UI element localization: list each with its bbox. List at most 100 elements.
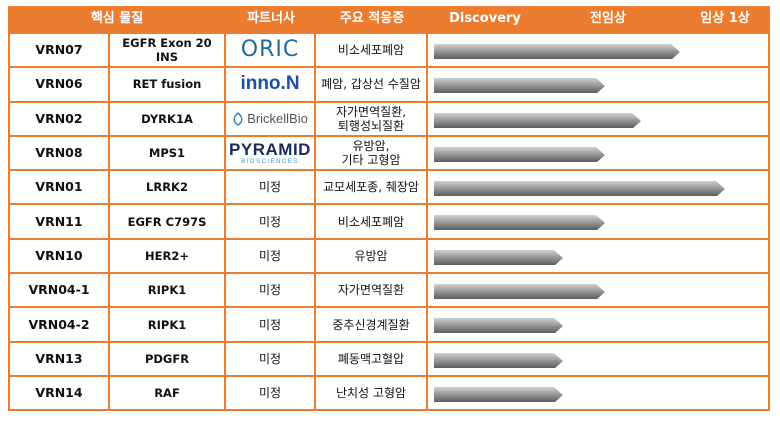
stage-cell: [428, 376, 770, 410]
brickellbio-label: BrickellBio: [247, 110, 308, 126]
stage-cell: [428, 342, 770, 375]
substance-code: VRN08: [8, 136, 110, 170]
indication: 폐동맥고혈압: [316, 342, 428, 375]
table-row: VRN10 HER2+ 미정 유방암: [8, 239, 770, 275]
pyramid-label: PYRAMID: [229, 140, 311, 160]
oric-logo: ORIC: [240, 37, 300, 63]
table-row: VRN08 MPS1 PYRAMID BIOSCIENCES 유방암, 기타 고형암: [8, 136, 770, 172]
progress-bar: [434, 318, 563, 334]
substance-code: VRN13: [8, 342, 110, 375]
target-name: RIPK1: [110, 274, 226, 307]
table-row: VRN04-1 RIPK1 미정 자가면역질환: [8, 274, 770, 309]
header-stage-discovery: Discovery: [449, 11, 521, 26]
progress-arrow: [434, 44, 680, 59]
partner-cell: ORIC: [226, 34, 316, 67]
partner-cell: 미정: [226, 239, 316, 273]
progress-arrow: [434, 215, 605, 231]
partner-cell: 미정: [226, 205, 316, 238]
indication: 비소세포폐암: [316, 205, 428, 238]
table-row: VRN01 LRRK2 미정 교모세포종, 췌장암: [8, 171, 770, 206]
partner-cell: PYRAMID BIOSCIENCES: [226, 136, 316, 170]
table-row: VRN13 PDGFR 미정 폐동맥고혈압: [8, 342, 770, 377]
stage-cell: [428, 102, 770, 135]
progress-arrow: [434, 284, 605, 300]
table-row: VRN11 EGFR C797S 미정 비소세포폐암: [8, 205, 770, 240]
table-row: VRN04-2 RIPK1 미정 중추신경계질환: [8, 308, 770, 343]
header-stage-preclinical: 전임상: [590, 11, 626, 26]
partner-cell: 미정: [226, 342, 316, 375]
indication: 비소세포폐암: [316, 34, 428, 67]
progress-arrow: [434, 386, 563, 402]
substance-code: VRN11: [8, 205, 110, 238]
indication: 중추신경계질환: [316, 308, 428, 341]
partner-cell: inno.N: [226, 68, 316, 101]
indication: 자가면역질환, 퇴행성뇌질환: [316, 102, 428, 135]
target-name: DYRK1A: [110, 102, 226, 135]
substance-code: VRN04-2: [8, 308, 110, 341]
stage-cell: [428, 239, 770, 273]
progress-bar: [434, 215, 605, 231]
substance-code: VRN10: [8, 239, 110, 273]
substance-code: VRN06: [8, 68, 110, 101]
progress-arrow: [434, 112, 641, 128]
progress-arrow: [434, 146, 605, 162]
target-name: MPS1: [110, 136, 226, 170]
header-substance: 핵심 물질: [90, 11, 144, 26]
target-name: RET fusion: [110, 68, 226, 101]
progress-arrow: [434, 352, 563, 368]
stage-cell: [428, 68, 770, 101]
stage-cell: [428, 34, 770, 67]
stage-cell: [428, 205, 770, 238]
stage-cell: [428, 308, 770, 341]
target-name: RIPK1: [110, 308, 226, 341]
inno-n-logo: inno.N: [240, 73, 300, 95]
partner-cell: 미정: [226, 274, 316, 307]
progress-bar: [434, 181, 725, 197]
partner-cell: BrickellBio: [226, 102, 316, 135]
stage-cell: [428, 274, 770, 307]
indication: 유방암, 기타 고형암: [316, 136, 428, 170]
progress-bar: [434, 44, 680, 59]
progress-arrow: [434, 181, 725, 197]
target-name: PDGFR: [110, 342, 226, 375]
partner-cell: 미정: [226, 376, 316, 410]
progress-bar: [434, 284, 605, 300]
table-row: VRN06 RET fusion inno.N 폐암, 갑상선 수질암: [8, 68, 770, 103]
partner-cell: 미정: [226, 308, 316, 341]
header-indication: 주요 적응증: [339, 11, 405, 26]
target-name: EGFR Exon 20 INS: [110, 34, 226, 67]
indication: 유방암: [316, 239, 428, 273]
table-row: VRN14 RAF 미정 난치성 고형암: [8, 376, 770, 412]
pipeline-table: VRN07 EGFR Exon 20 INS ORIC 비소세포폐암 VRN06 RET …: [8, 32, 770, 412]
substance-code: VRN01: [8, 171, 110, 204]
pyramid-logo: PYRAMID BIOSCIENCES: [229, 141, 311, 165]
brickell-leaf-icon: [233, 111, 243, 126]
target-name: RAF: [110, 376, 226, 410]
target-name: LRRK2: [110, 171, 226, 204]
table-row: VRN07 EGFR Exon 20 INS ORIC 비소세포폐암: [8, 34, 770, 69]
table-row: VRN02 DYRK1A BrickellBio 자가면역질환, 퇴행성뇌질환: [8, 102, 770, 137]
stage-cell: [428, 136, 770, 170]
header-stage-phase1: 임상 1상: [700, 11, 750, 26]
progress-bar: [434, 146, 605, 162]
substance-code: VRN04-1: [8, 274, 110, 307]
pyramid-sublabel: BIOSCIENCES: [241, 159, 299, 166]
progress-bar: [434, 386, 563, 402]
progress-bar: [434, 352, 563, 368]
table-header: 핵심 물질 파트너사 주요 적응증 Discovery 전임상 임상 1상: [8, 6, 770, 32]
progress-bar: [434, 249, 563, 265]
brickellbio-logo: BrickellBio: [232, 110, 308, 126]
target-name: EGFR C797S: [110, 205, 226, 238]
stage-cell: [428, 171, 770, 204]
progress-arrow: [434, 78, 605, 94]
substance-code: VRN07: [8, 34, 110, 67]
indication: 교모세포종, 췌장암: [316, 171, 428, 204]
partner-cell: 미정: [226, 171, 316, 204]
header-partner: 파트너사: [247, 11, 295, 26]
progress-arrow: [434, 249, 563, 265]
substance-code: VRN02: [8, 102, 110, 135]
indication: 폐암, 갑상선 수질암: [316, 68, 428, 101]
substance-code: VRN14: [8, 376, 110, 410]
progress-bar: [434, 78, 605, 94]
indication: 자가면역질환: [316, 274, 428, 307]
